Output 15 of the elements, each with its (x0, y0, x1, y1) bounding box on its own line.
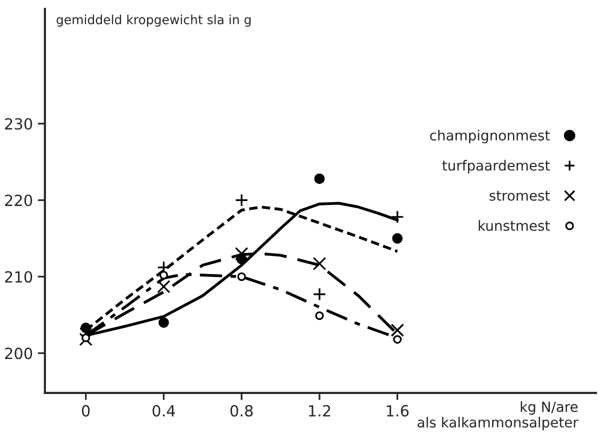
legend-label: kunstmest (478, 220, 550, 231)
y-tick-label: 200 (5, 348, 32, 360)
y-tick-label: 220 (5, 194, 32, 206)
x-tick-label: 1.6 (386, 405, 409, 417)
legend-label: turfpaardemest (442, 160, 550, 174)
legend-label: stromest (490, 190, 550, 201)
x-tick-label: 1.2 (309, 405, 330, 416)
x-tick-label: 0 (82, 405, 90, 417)
y-tick-label: 210 (5, 271, 32, 283)
x-tick-label: 0.8 (230, 405, 253, 417)
legend-label: champignonmest (430, 130, 550, 144)
y-axis-title: gemiddeld kropgewicht sla in g (56, 14, 251, 27)
x-tick-label: 0.4 (152, 405, 175, 417)
x-axis-title: kg N/are als kalkammonsalpeter (418, 401, 578, 430)
y-tick-label: 230 (5, 118, 32, 130)
